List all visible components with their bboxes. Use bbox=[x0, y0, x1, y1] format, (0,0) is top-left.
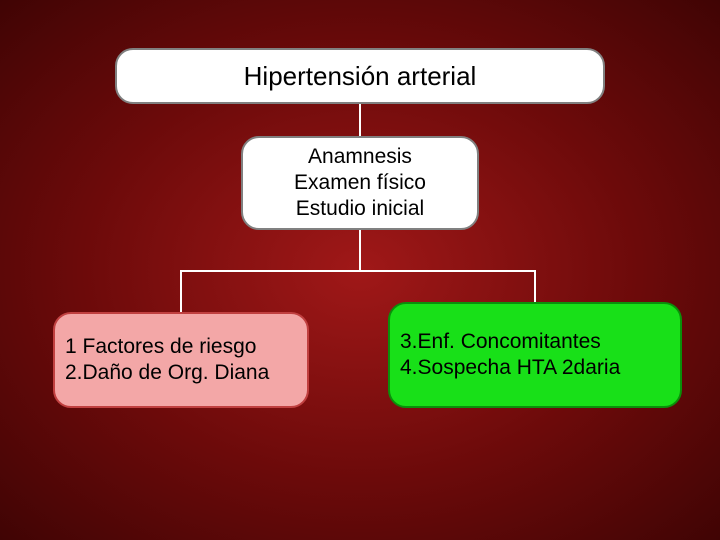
node-middle-line-1: Anamnesis bbox=[308, 144, 412, 170]
node-title-line-1: Hipertensión arterial bbox=[244, 60, 477, 93]
node-left: 1 Factores de riesgo 2.Daño de Org. Dian… bbox=[53, 312, 309, 408]
connector-4 bbox=[180, 270, 182, 312]
node-middle-line-2: Examen físico bbox=[294, 170, 426, 196]
connector-3 bbox=[180, 270, 536, 272]
node-right: 3.Enf. Concomitantes 4.Sospecha HTA 2dar… bbox=[388, 302, 682, 408]
node-left-line-1: 1 Factores de riesgo bbox=[65, 334, 256, 360]
node-middle-line-3: Estudio inicial bbox=[296, 196, 424, 222]
connector-2 bbox=[359, 230, 361, 270]
node-middle: Anamnesis Examen físico Estudio inicial bbox=[241, 136, 479, 230]
node-right-line-1: 3.Enf. Concomitantes bbox=[400, 329, 601, 355]
node-title: Hipertensión arterial bbox=[115, 48, 605, 104]
node-left-line-2: 2.Daño de Org. Diana bbox=[65, 360, 269, 386]
connector-5 bbox=[534, 270, 536, 302]
connector-1 bbox=[359, 104, 361, 136]
node-right-line-2: 4.Sospecha HTA 2daria bbox=[400, 355, 620, 381]
